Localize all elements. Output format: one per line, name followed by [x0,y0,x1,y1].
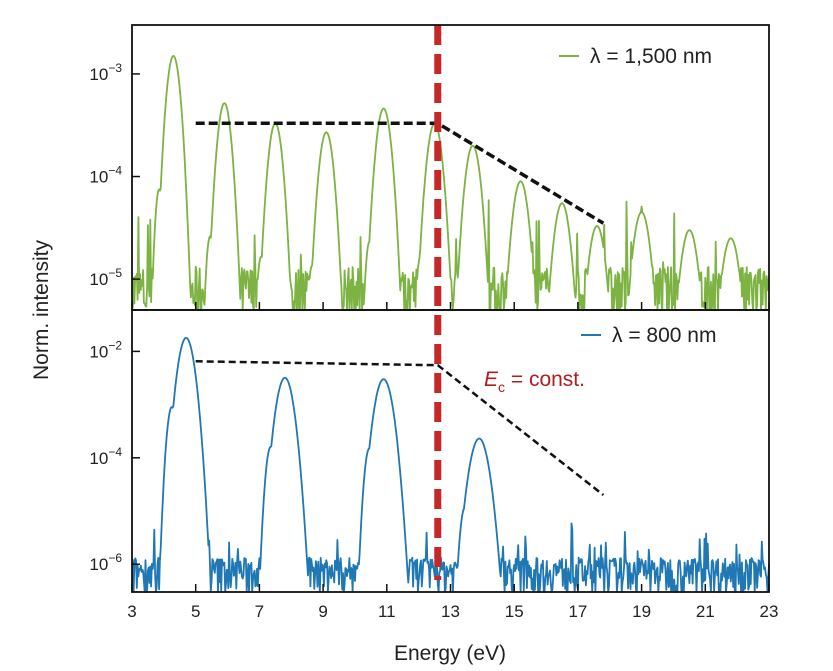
y-tick-label: 10−6 [89,551,122,574]
series-800nm-line [131,336,770,593]
x-tick-label: 11 [378,602,396,621]
x-tick-label: 13 [441,602,460,621]
series-1500nm-line [131,55,770,311]
guide-line-top [195,121,605,225]
annotation-rest: = const. [505,368,585,391]
x-tick-label: 5 [191,602,200,621]
plot-area [131,55,770,593]
guide-line-bottom [195,360,605,496]
legend-bottom-label: λ = 800 nm [612,324,716,347]
x-axis-label: Energy (eV) [394,642,506,665]
legend-bottom: λ = 800 nm [581,324,716,347]
annotation-base: E [484,368,499,391]
y-tick-label: 10−3 [89,61,122,84]
axis-ticks: 10−3 10−4 10−5 10−2 10−4 10−6 3 5 7 9 11 13 15 17 19 21… [89,61,778,621]
panel-frame-bottom [131,309,770,593]
x-tick-label: 17 [568,602,587,621]
x-tick-label: 7 [255,602,264,621]
cutoff-annotation: Ec = const. [484,368,585,395]
annotation-sub: c [498,379,505,395]
y-axis-label: Norm. intensity [30,239,53,380]
x-tick-label: 9 [318,602,327,621]
y-tick-label: 10−4 [89,164,122,187]
y-tick-label: 10−2 [89,338,122,361]
x-tick-label: 15 [505,602,524,621]
x-tick-label: 19 [632,602,651,621]
y-tick-label: 10−5 [89,266,122,289]
x-tick-label: 21 [696,602,715,621]
legend-top: λ = 1,500 nm [559,45,712,68]
legend-top-label: λ = 1,500 nm [590,45,712,68]
y-tick-label: 10−4 [89,445,122,468]
x-tick-label: 23 [760,602,779,621]
x-tick-label: 3 [127,602,136,621]
